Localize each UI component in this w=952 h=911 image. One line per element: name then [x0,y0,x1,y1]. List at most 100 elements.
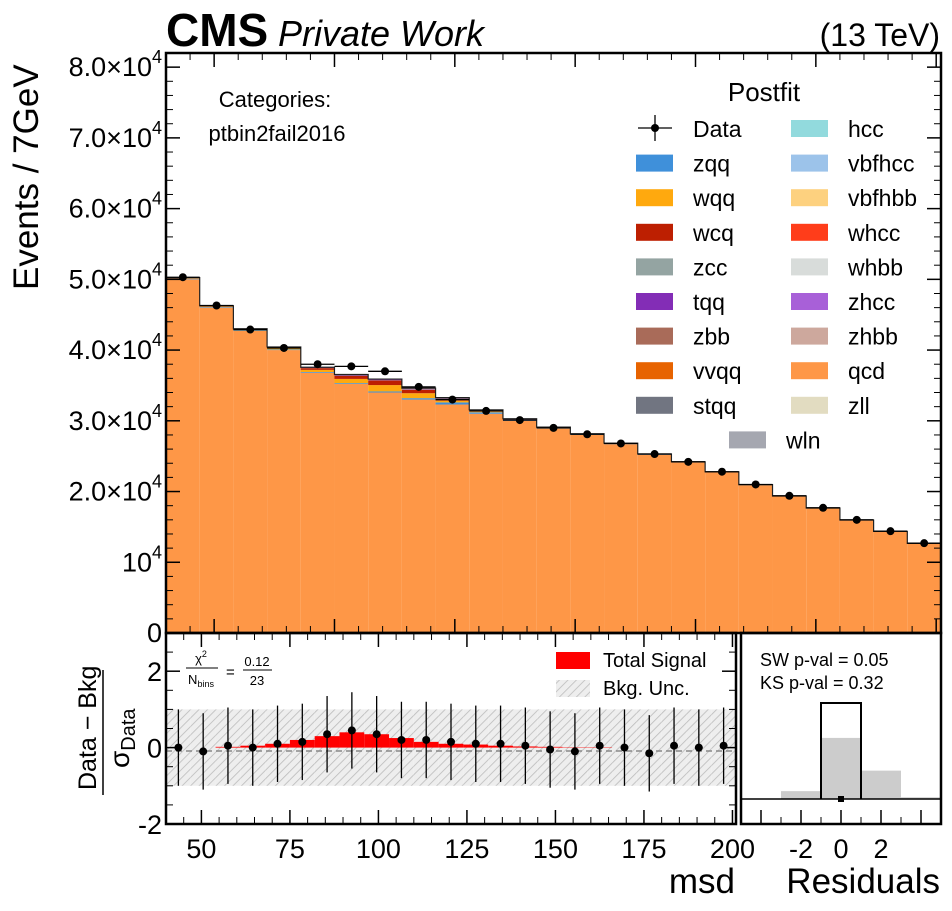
legend-swatch-whcc [791,223,828,241]
pull-point [546,745,555,754]
y-tick-label-exponent: 4 [152,472,162,492]
expected-residual-bar [901,797,941,799]
residual-x-tick-label: -2 [789,834,813,864]
data-point [616,439,625,448]
stack-bar-qcd [401,399,436,633]
chi2-equals: = [226,664,235,681]
legend-label-hcc: hcc [848,116,884,142]
legend-title: Postfit [728,77,801,107]
y-tick-label-exponent: 4 [152,47,162,67]
pull-point [719,741,728,750]
residual-x-tick-label: 0 [833,834,848,864]
stack-bar-wqq [300,369,335,372]
data-point [448,395,457,404]
legend-swatch-vbfhcc [791,154,828,172]
bkg-unc-swatch [556,680,590,697]
expected-residual-bar [861,770,901,799]
y-tick-label: 6.0×104 [69,189,162,224]
y-tick-label-exponent: 4 [152,542,162,562]
y-tick-label: 5.0×104 [69,259,162,294]
y-tick-label-exponent: 4 [152,401,162,421]
svg-text:Nbins: Nbins [188,672,214,689]
pull-y-label-sigma: σ [104,751,135,768]
stack-bar-wcq [368,380,402,386]
stack-bar-wcq [401,389,436,394]
expected-residual-bar [821,737,861,799]
legend-swatch-tqq [636,293,673,310]
chi2-power: 2 [202,649,207,659]
data-point [381,367,390,376]
legend-swatch-whbb [791,258,828,276]
y-tick-label: 7.0×104 [69,118,162,153]
chi2-num-value: 0.12 [244,654,269,669]
observed-residual-histogram [820,702,862,799]
pull-point [372,730,381,739]
y-tick-label-exponent: 4 [152,189,162,209]
legend-swatch-vvqq [636,362,673,380]
stack-bar-qcd [502,420,537,633]
pull-point [595,741,604,750]
pull-y-axis-ticks: -2 0 2 [138,632,736,840]
data-point [313,360,322,369]
legend-label-wln: wln [785,427,821,453]
data-point [279,343,288,352]
y-tick-label-exponent: 4 [152,259,162,279]
data-point [751,480,760,489]
y-tick-label-base: 3.0×10 [69,406,152,436]
legend-swatch-zbb [636,327,673,345]
legend-data-marker [651,124,659,132]
pull-plot-frame [164,631,738,826]
legend-label-vvqq: vvqq [693,358,742,384]
y-tick-label: 2.0×104 [69,472,162,507]
chi2-symbol: χ [195,651,202,666]
pull-y-label-numerator: Data − Bkg [74,666,102,790]
legend-swatch-zhbb [791,327,828,345]
expected-residual-histogram [741,737,941,800]
pull-point [223,741,232,750]
pull-point [397,735,406,744]
y-tick-label-base: 0 [147,618,162,648]
legend-label-tqq: tqq [693,289,725,315]
stack-bar-qcd [199,307,234,633]
stack-bar-qcd [300,372,335,633]
y-tick-label-base: 7.0×10 [69,123,152,153]
stack-bar-qcd [604,444,638,633]
stack-bar-qcd [705,472,739,633]
stacked-histogram [166,277,941,633]
legend-swatch-zcc [636,258,673,276]
data-point [852,515,861,524]
legend-label-zbb: zbb [693,324,730,350]
legend-label-vbfhbb: vbfhbb [848,185,917,211]
pull-y-tick-label: 0 [147,734,162,764]
y-tick-label: 3.0×104 [69,401,162,436]
stack-bar-qcd [469,413,503,633]
stack-bar-qcd [166,279,200,633]
stack-bar-qcd [368,392,402,633]
stack-bar-qcd [772,496,807,633]
stack-bar-tqq [334,374,369,376]
category-title: Categories: [219,87,332,112]
legend-swatch-zhcc [791,293,828,310]
legend-label-zhbb: zhbb [848,324,898,350]
y-tick-label: 8.0×104 [69,47,162,82]
data-points [166,273,941,548]
y-axis-ticks: 01042.0×1043.0×1044.0×1045.0×1046.0×1047… [69,47,941,648]
pull-y-label-denominator: σData [104,708,140,768]
pull-point [199,747,208,756]
data-point [178,273,187,282]
stack-bar-qcd [873,531,908,633]
stack-bar-qcd [907,543,941,633]
stack-bar-wcq [300,368,335,370]
legend-swatch-zqq [636,154,673,172]
pull-point [570,747,579,756]
data-point [717,467,726,476]
legend-label-vbfhcc: vbfhcc [848,151,914,177]
pull-point [447,737,455,746]
category-value: ptbin2fail2016 [208,121,345,146]
pull-point [694,743,703,752]
pull-x-tick-label: 125 [444,834,489,864]
residuals-x-label: Residuals [786,862,940,901]
stack-bar-qcd [233,330,268,633]
experiment-label: CMS [166,4,268,56]
x-axis-label: msd [669,862,735,901]
